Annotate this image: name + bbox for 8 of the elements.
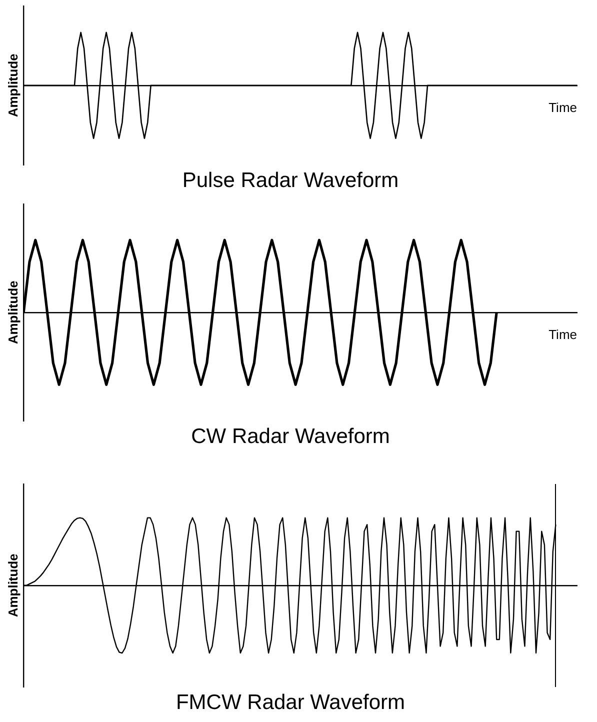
y-axis-title: Amplitude: [5, 280, 20, 344]
x-axis-title: Time: [548, 326, 577, 342]
y-axis-title: Amplitude: [5, 54, 20, 118]
text: FMCW Radar Waveform: [176, 691, 406, 714]
y-axis-title: Amplitude: [5, 554, 20, 618]
text: CW Radar Waveform: [191, 425, 390, 448]
text: Pulse Radar Waveform: [182, 169, 399, 192]
x-axis-title: Time: [548, 100, 577, 115]
